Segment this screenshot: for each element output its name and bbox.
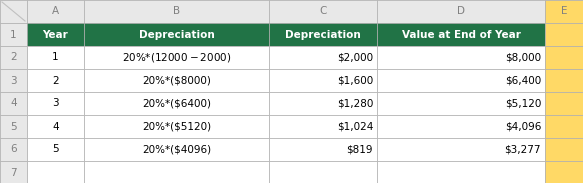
Text: B: B — [173, 7, 180, 16]
Bar — [269, 69, 377, 92]
Bar — [0, 23, 27, 46]
Bar — [0, 69, 27, 92]
Text: Depreciation: Depreciation — [285, 29, 361, 40]
Bar — [545, 69, 583, 92]
Bar — [84, 115, 269, 138]
Text: 5: 5 — [10, 122, 17, 132]
Text: $819: $819 — [346, 145, 373, 154]
Bar — [377, 69, 545, 92]
Bar — [545, 23, 583, 46]
Bar — [84, 46, 269, 69]
Text: 2: 2 — [10, 53, 17, 63]
Bar — [377, 138, 545, 161]
Bar — [27, 46, 84, 69]
Bar — [377, 92, 545, 115]
Text: C: C — [319, 7, 326, 16]
Bar — [269, 92, 377, 115]
Text: E: E — [561, 7, 567, 16]
Bar — [84, 161, 269, 183]
Text: $8,000: $8,000 — [505, 53, 541, 63]
Bar — [377, 161, 545, 183]
Bar — [545, 115, 583, 138]
Bar — [27, 115, 84, 138]
Bar — [269, 115, 377, 138]
Text: 3: 3 — [10, 76, 17, 85]
Bar — [269, 138, 377, 161]
Text: 20%*($5120): 20%*($5120) — [142, 122, 211, 132]
Text: A: A — [52, 7, 59, 16]
Text: 4: 4 — [10, 98, 17, 109]
Bar — [27, 138, 84, 161]
Text: 20%*($6400): 20%*($6400) — [142, 98, 211, 109]
Text: $1,600: $1,600 — [337, 76, 373, 85]
Bar — [27, 161, 84, 183]
Bar — [545, 92, 583, 115]
Text: $6,400: $6,400 — [505, 76, 541, 85]
Text: 5: 5 — [52, 145, 59, 154]
Bar — [545, 46, 583, 69]
Bar — [0, 0, 27, 23]
Text: $4,096: $4,096 — [505, 122, 541, 132]
Bar — [27, 0, 84, 23]
Text: 1: 1 — [52, 53, 59, 63]
Bar — [0, 92, 27, 115]
Text: 20%*($12000-$2000): 20%*($12000-$2000) — [122, 51, 231, 64]
Bar — [545, 161, 583, 183]
Bar — [84, 69, 269, 92]
Bar — [27, 23, 84, 46]
Bar — [84, 23, 269, 46]
Text: 4: 4 — [52, 122, 59, 132]
Text: 7: 7 — [10, 167, 17, 178]
Text: Year: Year — [43, 29, 68, 40]
Bar — [377, 0, 545, 23]
Text: $1,280: $1,280 — [336, 98, 373, 109]
Bar — [377, 46, 545, 69]
Text: 1: 1 — [10, 29, 17, 40]
Bar — [84, 138, 269, 161]
Text: Value at End of Year: Value at End of Year — [402, 29, 521, 40]
Text: $2,000: $2,000 — [337, 53, 373, 63]
Bar — [0, 161, 27, 183]
Text: $5,120: $5,120 — [505, 98, 541, 109]
Bar — [84, 92, 269, 115]
Bar — [27, 92, 84, 115]
Bar — [545, 138, 583, 161]
Text: 6: 6 — [10, 145, 17, 154]
Bar — [0, 115, 27, 138]
Text: 20%*($8000): 20%*($8000) — [142, 76, 211, 85]
Text: 3: 3 — [52, 98, 59, 109]
Text: $1,024: $1,024 — [336, 122, 373, 132]
Bar — [0, 46, 27, 69]
Bar — [269, 23, 377, 46]
Bar — [269, 161, 377, 183]
Text: Depreciation: Depreciation — [139, 29, 215, 40]
Text: $3,277: $3,277 — [504, 145, 541, 154]
Bar — [27, 69, 84, 92]
Text: D: D — [457, 7, 465, 16]
Bar — [269, 46, 377, 69]
Text: 20%*($4096): 20%*($4096) — [142, 145, 211, 154]
Bar — [84, 0, 269, 23]
Bar — [0, 138, 27, 161]
Text: 2: 2 — [52, 76, 59, 85]
Bar — [377, 23, 545, 46]
Bar — [545, 0, 583, 23]
Bar — [269, 0, 377, 23]
Bar — [377, 115, 545, 138]
